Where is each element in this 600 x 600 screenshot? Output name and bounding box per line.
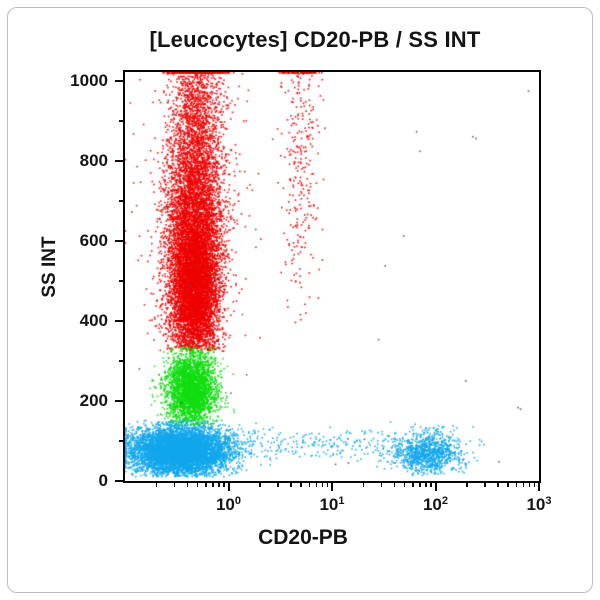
x-axis-minor-tick xyxy=(362,483,365,487)
y-axis-major-tick xyxy=(115,80,123,83)
x-tick-label: 103 xyxy=(526,495,552,514)
x-axis-minor-tick xyxy=(393,483,396,487)
y-axis-major-tick xyxy=(115,320,123,323)
x-axis-minor-tick xyxy=(380,483,383,487)
y-tick-label: 0 xyxy=(98,471,108,490)
y-axis-major-tick xyxy=(115,160,123,163)
scatter-canvas xyxy=(125,72,539,481)
x-axis-minor-tick xyxy=(528,483,531,487)
x-axis-minor-tick xyxy=(430,483,432,487)
x-axis-minor-tick xyxy=(497,483,499,487)
x-axis-minor-tick xyxy=(321,483,324,487)
y-axis-minor-tick xyxy=(119,280,123,282)
x-tick-label: 102 xyxy=(422,495,449,514)
x-tick-exponent: 1 xyxy=(338,495,345,507)
y-tick-label: 1000 xyxy=(70,71,108,91)
x-axis-minor-tick xyxy=(507,483,509,487)
x-axis-minor-tick xyxy=(315,483,318,487)
x-axis-minor-tick xyxy=(425,483,427,487)
x-tick-label: 100 xyxy=(215,495,242,514)
y-axis-major-tick xyxy=(115,240,123,243)
y-axis-minor-tick xyxy=(119,360,123,362)
x-axis-major-tick xyxy=(331,483,333,491)
x-axis-minor-tick xyxy=(155,483,158,487)
y-axis-minor-tick xyxy=(119,440,123,442)
x-axis-title: CD20-PB xyxy=(258,526,348,549)
x-axis-minor-tick xyxy=(290,483,292,487)
x-axis-minor-tick xyxy=(186,483,189,487)
x-axis-minor-tick xyxy=(218,483,220,487)
x-tick-exponent: 0 xyxy=(234,495,242,507)
x-axis-minor-tick xyxy=(515,483,518,487)
x-axis-minor-tick xyxy=(533,483,536,487)
x-axis-minor-tick xyxy=(412,483,414,487)
y-tick-label: 400 xyxy=(79,311,108,331)
x-tick-label: 101 xyxy=(319,495,345,514)
y-tick-label: 600 xyxy=(79,231,108,251)
x-axis-major-tick xyxy=(434,483,437,491)
x-axis-minor-tick xyxy=(196,483,199,487)
x-axis-minor-tick xyxy=(173,483,176,487)
x-axis-minor-tick xyxy=(419,483,421,487)
x-axis-minor-tick xyxy=(522,483,525,487)
x-axis-minor-tick xyxy=(300,483,302,487)
x-axis-major-tick xyxy=(227,483,230,491)
plot-area xyxy=(123,70,541,483)
y-axis-minor-tick xyxy=(119,200,123,202)
x-axis-minor-tick xyxy=(205,483,207,487)
x-axis-minor-tick xyxy=(484,483,486,487)
x-axis-minor-tick xyxy=(466,483,468,487)
x-axis-minor-tick xyxy=(212,483,214,487)
x-axis-minor-tick xyxy=(223,483,225,487)
x-axis-minor-tick xyxy=(308,483,311,487)
x-axis-minor-tick xyxy=(326,483,329,487)
y-axis-major-tick xyxy=(115,480,123,482)
y-tick-label: 800 xyxy=(79,151,108,171)
x-axis-major-tick xyxy=(538,483,540,491)
y-axis-minor-tick xyxy=(119,120,123,122)
y-tick-label: 200 xyxy=(79,391,108,410)
x-axis-minor-tick xyxy=(403,483,406,487)
x-tick-exponent: 3 xyxy=(545,495,552,507)
y-axis-major-tick xyxy=(115,400,123,402)
x-tick-exponent: 2 xyxy=(441,495,449,507)
x-axis-minor-tick xyxy=(277,483,279,487)
chart-title: [Leucocytes] CD20-PB / SS INT xyxy=(149,27,481,52)
x-axis-minor-tick xyxy=(259,483,261,487)
